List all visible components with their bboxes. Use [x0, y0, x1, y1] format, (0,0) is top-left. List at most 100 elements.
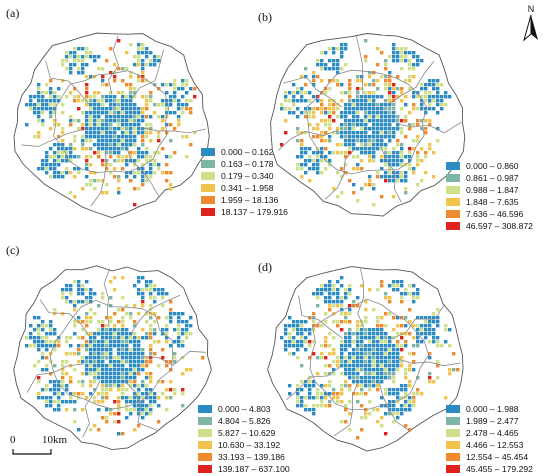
grid-cell: [304, 151, 308, 155]
grid-cell: [308, 179, 312, 183]
grid-cell: [117, 368, 121, 372]
grid-cell: [376, 131, 380, 135]
grid-cell: [77, 380, 81, 384]
grid-cell: [352, 143, 356, 147]
grid-cell: [129, 360, 133, 364]
grid-cell: [416, 296, 420, 300]
grid-cell: [109, 107, 113, 111]
grid-cell: [344, 292, 348, 296]
grid-cell: [93, 340, 97, 344]
grid-cells: [280, 39, 452, 207]
grid-cell: [101, 340, 105, 344]
grid-cell: [408, 408, 412, 412]
grid-cell: [153, 396, 157, 400]
grid-cell: [53, 99, 57, 103]
grid-cell: [348, 95, 352, 99]
legend-item: 0.000 – 4.803: [198, 403, 290, 415]
grid-cell: [352, 167, 356, 171]
grid-cell: [137, 51, 141, 55]
grid-cell: [320, 151, 324, 155]
grid-cell: [109, 348, 113, 352]
grid-cell: [117, 400, 121, 404]
grid-cell: [336, 67, 340, 71]
grid-cell: [376, 332, 380, 336]
grid-cell: [316, 171, 320, 175]
grid-cell: [97, 360, 101, 364]
grid-cell: [117, 308, 121, 312]
grid-cell: [85, 83, 89, 87]
grid-cell: [304, 404, 308, 408]
grid-cell: [149, 352, 153, 356]
grid-cell: [376, 127, 380, 131]
grid-cell: [45, 384, 49, 388]
grid-cell: [340, 83, 344, 87]
grid-cell: [117, 179, 121, 183]
grid-cell: [109, 372, 113, 376]
grid-cell: [384, 75, 388, 79]
grid-cell: [440, 107, 444, 111]
grid-cell: [336, 360, 340, 364]
grid-cell: [384, 352, 388, 356]
grid-cell: [364, 115, 368, 119]
grid-cell: [141, 143, 145, 147]
grid-cell: [169, 171, 173, 175]
grid-cell: [340, 352, 344, 356]
grid-cell: [57, 95, 61, 99]
grid-cell: [53, 175, 57, 179]
grid-cell: [105, 147, 109, 151]
grid-cell: [392, 420, 396, 424]
grid-cell: [400, 292, 404, 296]
grid-cell: [181, 103, 185, 107]
grid-cell: [308, 111, 312, 115]
legend-label: 0.000 – 0.860: [466, 161, 519, 171]
grid-cell: [101, 324, 105, 328]
grid-cell: [101, 111, 105, 115]
grid-cell: [145, 135, 149, 139]
grid-cell: [356, 167, 360, 171]
grid-cell: [292, 328, 296, 332]
grid-cell: [145, 356, 149, 360]
grid-cell: [340, 300, 344, 304]
grid-cell: [137, 408, 141, 412]
grid-cell: [384, 103, 388, 107]
grid-cell: [117, 344, 121, 348]
grid-cell: [81, 384, 85, 388]
grid-cell: [408, 352, 412, 356]
grid-cell: [121, 328, 125, 332]
grid-cell: [125, 388, 129, 392]
grid-cell: [348, 368, 352, 372]
grid-cell: [396, 340, 400, 344]
grid-cell: [109, 139, 113, 143]
grid-cell: [396, 143, 400, 147]
grid-cell: [420, 119, 424, 123]
grid-cell: [300, 388, 304, 392]
grid-cell: [336, 392, 340, 396]
grid-cell: [388, 131, 392, 135]
grid-cell: [65, 288, 69, 292]
grid-cell: [356, 392, 360, 396]
grid-cell: [364, 127, 368, 131]
grid-cell: [61, 143, 65, 147]
grid-cell: [133, 203, 137, 207]
grid-cell: [428, 103, 432, 107]
grid-cell: [348, 384, 352, 388]
grid-cell: [328, 67, 332, 71]
grid-cell: [368, 356, 372, 360]
grid-cell: [384, 127, 388, 131]
grid-cell: [344, 127, 348, 131]
grid-cell: [320, 396, 324, 400]
grid-cell: [376, 340, 380, 344]
grid-cell: [101, 320, 105, 324]
grid-cell: [356, 324, 360, 328]
grid-cell: [113, 288, 117, 292]
grid-cell: [93, 179, 97, 183]
grid-cell: [328, 304, 332, 308]
grid-cell: [332, 392, 336, 396]
grid-cell: [105, 324, 109, 328]
grid-cell: [344, 296, 348, 300]
grid-cell: [296, 340, 300, 344]
grid-cell: [332, 284, 336, 288]
grid-cell: [304, 147, 308, 151]
grid-cell: [416, 288, 420, 292]
grid-cell: [436, 103, 440, 107]
